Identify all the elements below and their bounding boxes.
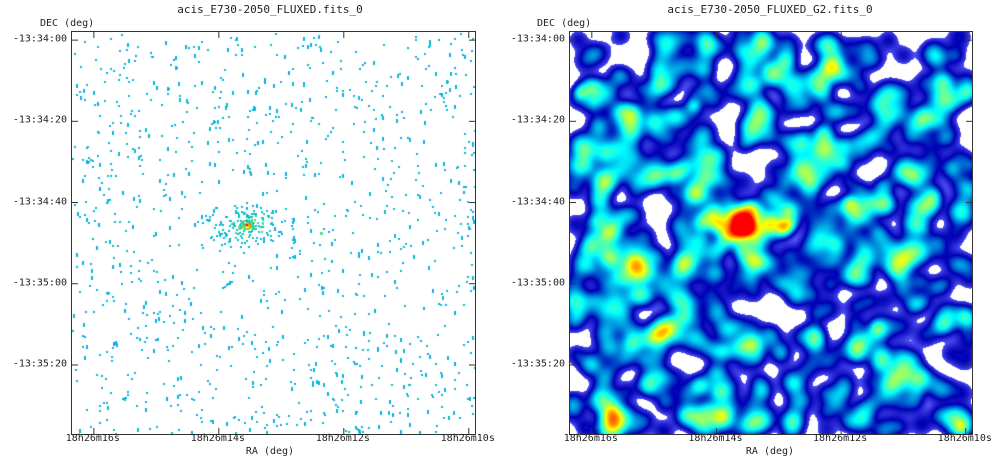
y-tick-label: -13:35:00 — [12, 277, 67, 289]
left-x-axis-label: RA (deg) — [245, 446, 295, 457]
y-tick-label: -13:35:20 — [12, 358, 67, 370]
left-image-panel: acis_E730-2050_FLUXED.fits_0 DEC (deg) R… — [12, 3, 495, 457]
right-chart-title: acis_E730-2050_FLUXED_G2.fits_0 — [667, 3, 873, 16]
right-image-plot[interactable] — [569, 31, 973, 435]
x-tick-label: 18h26m14s — [688, 433, 743, 444]
right-y-axis-label: DEC (deg) — [537, 18, 592, 29]
x-tick-label: 18h26m12s — [813, 433, 868, 444]
y-tick-label: -13:34:00 — [510, 33, 565, 45]
left-image-raster — [72, 32, 475, 434]
left-chart-title: acis_E730-2050_FLUXED.fits_0 — [177, 3, 363, 16]
right-axis-ticks — [570, 32, 972, 434]
y-tick-label: -13:34:40 — [510, 196, 565, 208]
x-tick-label: 18h26m10s — [937, 433, 992, 444]
x-tick-label: 18h26m16s — [563, 433, 618, 444]
y-tick-label: -13:34:20 — [12, 114, 67, 126]
y-tick-label: -13:35:20 — [510, 358, 565, 370]
right-image-panel: acis_E730-2050_FLUXED_G2.fits_0 DEC (deg… — [500, 0, 1000, 464]
left-y-axis-label: DEC (deg) — [40, 18, 95, 29]
x-tick-label: 18h26m12s — [315, 433, 370, 444]
x-tick-label: 18h26m16s — [65, 433, 120, 444]
left-image-plot[interactable] — [71, 31, 476, 435]
x-tick-label: 18h26m10s — [440, 433, 495, 444]
y-tick-label: -13:34:00 — [12, 33, 67, 45]
right-image-raster — [570, 32, 972, 434]
y-tick-label: -13:34:20 — [510, 114, 565, 126]
y-tick-label: -13:35:00 — [510, 277, 565, 289]
right-x-axis-label: RA (deg) — [745, 446, 795, 457]
x-tick-label: 18h26m14s — [190, 433, 245, 444]
y-tick-label: -13:34:40 — [12, 196, 67, 208]
left-axis-ticks — [72, 32, 475, 434]
